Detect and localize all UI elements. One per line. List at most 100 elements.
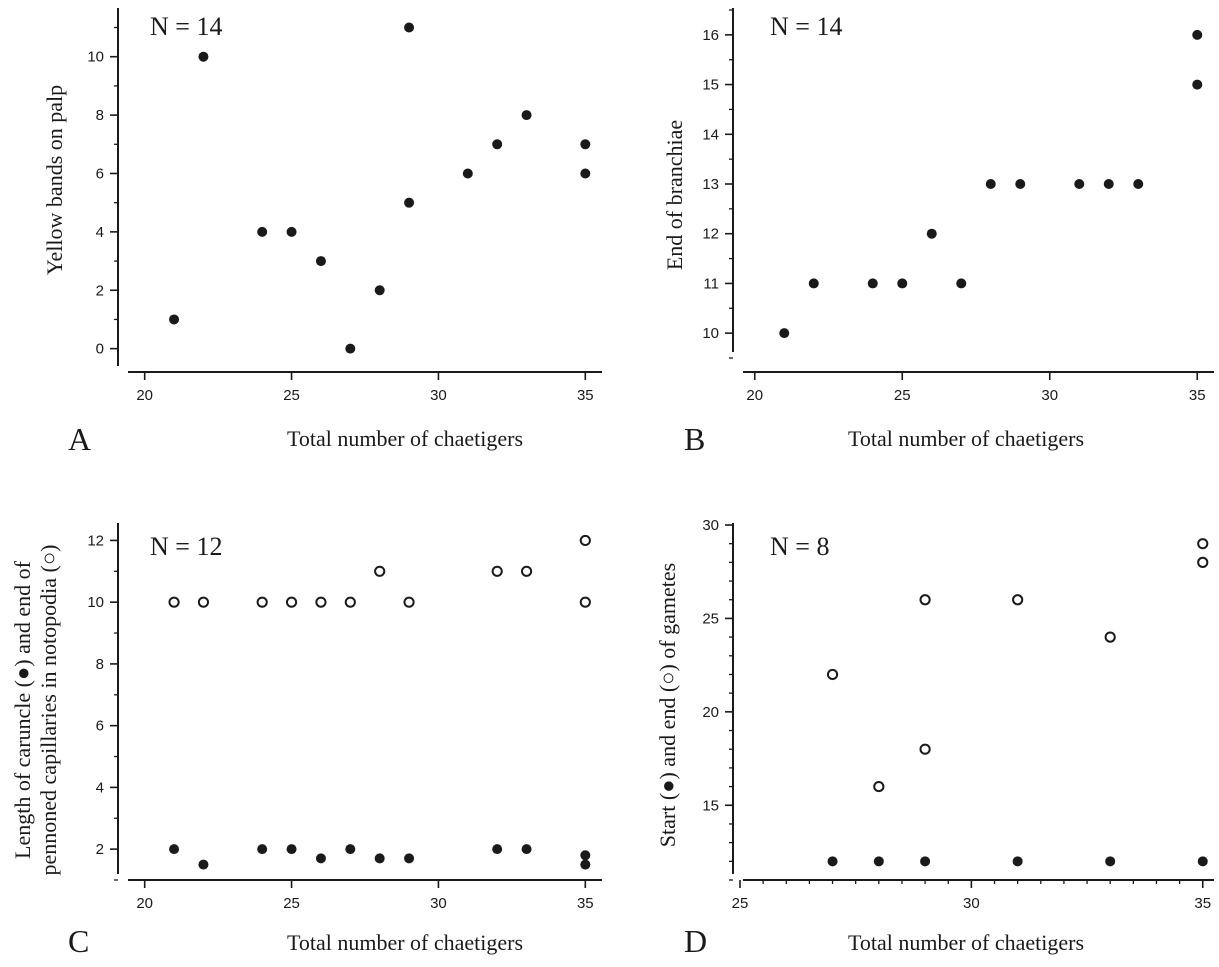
y-axis-label: Start (●) and end (○) of gametes: [655, 563, 680, 847]
open-data-point: [1197, 556, 1209, 568]
sample-size-label: N = 14: [770, 12, 842, 41]
panel-letter: D: [684, 923, 707, 959]
open-data-point: [256, 596, 268, 608]
filled-data-point: [404, 22, 415, 33]
filled-data-point: [808, 278, 819, 289]
filled-data-point: [985, 179, 996, 189]
y-tick-label: 4: [96, 779, 104, 796]
y-axis-label: Length of caruncle (●) and end ofpennone…: [10, 545, 61, 876]
open-data-point: [1012, 594, 1024, 606]
open-data-point: [197, 596, 210, 608]
panel-letter: B: [684, 421, 705, 457]
filled-data-point: [374, 285, 385, 296]
open-data-point: [491, 565, 503, 577]
sample-size-label: N = 12: [150, 532, 222, 561]
filled-data-point: [1015, 179, 1026, 189]
y-tick-label: 20: [702, 704, 719, 721]
panel-a: 20 25 30 35 0 2 4 6 8 10 A N = 14 Total number of ch…: [42, 8, 602, 457]
y-tick-label: 8: [96, 656, 104, 673]
filled-data-point: [580, 850, 591, 861]
x-tick-label: 30: [963, 895, 980, 912]
y-tick-label: 12: [87, 532, 104, 549]
y-tick-label: 11: [703, 275, 719, 292]
filled-data-point: [462, 168, 473, 179]
y-tick-label: 13: [702, 176, 719, 193]
open-data-point: [1197, 538, 1209, 550]
filled-data-point: [580, 859, 591, 870]
open-data-point: [344, 596, 356, 608]
filled-data-point: [521, 110, 532, 121]
open-data-point: [826, 668, 839, 681]
y-tick-label: 30: [702, 517, 719, 534]
filled-data-point: [920, 856, 931, 867]
y-tick-label: 15: [702, 797, 719, 814]
x-tick-label: 30: [430, 895, 447, 912]
filled-data-point: [827, 856, 838, 867]
y-tick-label: 2: [96, 841, 104, 858]
x-tick-label: 30: [430, 387, 447, 404]
filled-data-point: [198, 51, 209, 62]
y-tick-label: 12: [702, 226, 719, 243]
x-tick-label: 35: [1194, 895, 1211, 912]
filled-data-point: [404, 197, 415, 208]
filled-data-point: [198, 859, 209, 870]
sample-size-label: N = 14: [150, 12, 222, 41]
filled-data-point: [286, 226, 297, 237]
y-tick-label: 10: [87, 49, 104, 66]
x-tick-label: 25: [894, 387, 911, 404]
filled-data-point: [580, 139, 591, 150]
x-tick-label: 20: [136, 387, 153, 404]
open-data-point: [315, 596, 327, 608]
y-tick-label: 6: [96, 718, 104, 735]
panel-letter: A: [68, 421, 91, 457]
open-data-point: [1104, 631, 1116, 643]
y-axis-label: End of branchiae: [662, 120, 687, 270]
filled-data-point: [1103, 179, 1114, 189]
x-tick-label: 20: [746, 387, 763, 404]
filled-data-point: [779, 328, 790, 339]
open-data-point: [919, 594, 931, 606]
x-tick-label: 25: [283, 895, 300, 912]
filled-data-point: [867, 278, 878, 289]
filled-data-point: [257, 844, 268, 855]
y-tick-label: 4: [96, 224, 104, 241]
open-data-point: [873, 780, 885, 793]
filled-data-point: [1074, 179, 1085, 189]
x-tick-label: 35: [577, 895, 594, 912]
filled-data-point: [374, 853, 385, 864]
panel-b: 20 25 30 35 10 11 12 13 14 15 16 B N = 14 Total numbe…: [662, 8, 1214, 457]
y-axis-label: Yellow bands on palp: [42, 85, 67, 275]
filled-data-point: [580, 168, 591, 179]
x-axis-label: Total number of chaetigers: [848, 426, 1084, 451]
filled-data-point: [315, 256, 326, 267]
open-data-point: [520, 565, 533, 577]
x-axis-label: Total number of chaetigers: [287, 930, 523, 955]
filled-data-point: [1192, 29, 1203, 40]
open-data-point: [579, 596, 591, 608]
filled-data-point: [257, 226, 268, 237]
x-axis-label: Total number of chaetigers: [287, 426, 523, 451]
x-axis-label: Total number of chaetigers: [848, 930, 1084, 955]
open-data-point: [403, 596, 415, 608]
y-tick-label: 6: [96, 165, 104, 182]
y-tick-label: 10: [702, 325, 719, 342]
filled-data-point: [286, 844, 297, 855]
filled-data-point: [169, 314, 180, 325]
x-tick-label: 20: [136, 895, 153, 912]
x-tick-label: 25: [283, 387, 300, 404]
y-tick-label: 15: [702, 77, 719, 94]
x-tick-label: 30: [1041, 387, 1058, 404]
panel-c: 20 25 30 35 2 4 6 8 10 12 C N = 12 Total number of c…: [10, 523, 602, 959]
open-data-point: [168, 596, 180, 608]
y-tick-label: 14: [702, 126, 719, 143]
panel-letter: C: [68, 923, 89, 959]
open-data-point: [919, 743, 931, 755]
y-tick-label: 16: [702, 27, 719, 44]
filled-data-point: [169, 844, 180, 855]
open-data-point: [374, 565, 386, 577]
filled-data-point: [956, 278, 967, 289]
filled-data-point: [345, 844, 356, 855]
open-data-point: [285, 596, 298, 608]
